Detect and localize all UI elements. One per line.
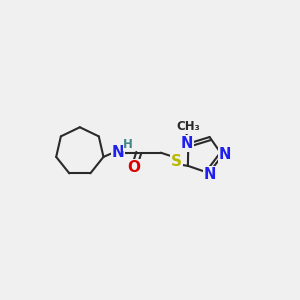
Text: N: N xyxy=(219,147,231,162)
Text: N: N xyxy=(112,145,124,160)
Text: S: S xyxy=(171,154,182,169)
Text: O: O xyxy=(128,160,141,175)
Text: CH₃: CH₃ xyxy=(176,120,200,134)
Text: N: N xyxy=(180,136,193,151)
Text: N: N xyxy=(204,167,216,182)
Text: H: H xyxy=(123,138,133,151)
